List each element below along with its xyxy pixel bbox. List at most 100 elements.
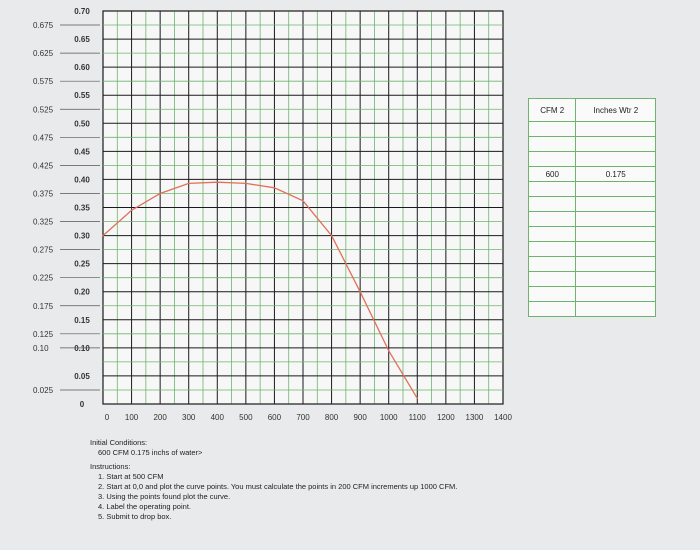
table-cell bbox=[527, 121, 577, 137]
notes-section: Initial Conditions: 600 CFM 0.175 inchs … bbox=[90, 438, 550, 522]
curve-point bbox=[216, 181, 218, 183]
table-row bbox=[527, 121, 656, 137]
curve-point bbox=[416, 397, 418, 399]
curve-point bbox=[302, 200, 304, 202]
instruction-item: 3. Using the points found plot the curve… bbox=[98, 492, 231, 501]
table-row bbox=[527, 211, 656, 227]
table-cell bbox=[575, 151, 656, 167]
table-cell bbox=[527, 151, 577, 167]
y-tick-label-offset: 0.475 bbox=[33, 133, 54, 142]
table-cell bbox=[575, 181, 656, 197]
table-cell bbox=[575, 301, 656, 317]
y-tick-label: 0.20 bbox=[74, 288, 90, 297]
y-tick-label: 0 bbox=[80, 400, 85, 409]
y-tick-label-offset: 0.175 bbox=[33, 302, 54, 311]
points-table-container: CFM 2 Inches Wtr 2 600 0.175 bbox=[527, 98, 656, 317]
table-row bbox=[527, 196, 656, 212]
table-cell bbox=[575, 241, 656, 257]
table-cell bbox=[527, 256, 577, 272]
x-tick-label: 1400 bbox=[494, 413, 512, 422]
y-tick-label-offset: 0.225 bbox=[33, 274, 54, 283]
table-header-cell: CFM 2 bbox=[527, 98, 577, 122]
y-tick-label-offset: 0.025 bbox=[33, 386, 54, 395]
y-tick-label-offset: 0.325 bbox=[33, 218, 54, 227]
y-tick-label: 0.45 bbox=[74, 147, 90, 156]
table-row bbox=[527, 286, 656, 302]
y-tick-label: 0.15 bbox=[74, 316, 90, 325]
curve-point bbox=[245, 182, 247, 184]
y-tick-label: 0.05 bbox=[74, 372, 90, 381]
points-table: CFM 2 Inches Wtr 2 600 0.175 bbox=[527, 98, 656, 317]
x-tick-label: 1000 bbox=[380, 413, 398, 422]
initial-conditions-title: Initial Conditions: bbox=[90, 438, 148, 447]
x-tick-label: 100 bbox=[125, 413, 139, 422]
instructions-title: Instructions: bbox=[90, 462, 131, 471]
table-cell bbox=[527, 196, 577, 212]
x-tick-label: 300 bbox=[182, 413, 196, 422]
table-cell bbox=[527, 226, 577, 242]
curve-point bbox=[130, 209, 133, 211]
x-tick-label: 0 bbox=[105, 413, 110, 422]
instruction-item: 2. Start at 0,0 and plot the curve point… bbox=[98, 482, 458, 491]
y-tick-label: 0.35 bbox=[74, 204, 90, 213]
table-row bbox=[527, 241, 656, 257]
curve-point bbox=[359, 291, 361, 293]
y-tick-label-offset: 0.675 bbox=[33, 21, 54, 30]
table-cell bbox=[527, 286, 577, 302]
instruction-item: 5. Submit to drop box. bbox=[98, 512, 172, 521]
x-tick-label: 1300 bbox=[466, 413, 484, 422]
instruction-item: 4. Label the operating point. bbox=[98, 502, 191, 511]
table-cell bbox=[527, 241, 577, 257]
table-cell bbox=[575, 226, 656, 242]
y-tick-label: 0.70 bbox=[74, 7, 90, 16]
x-tick-label: 900 bbox=[353, 413, 367, 422]
curve-line bbox=[102, 181, 418, 399]
y-tick-label-offset: 0.375 bbox=[33, 189, 54, 198]
table-cell bbox=[527, 211, 577, 227]
y-tick-label-offset: 0.525 bbox=[33, 105, 54, 114]
x-tick-label: 800 bbox=[325, 413, 339, 422]
y-tick-label: 0.10 bbox=[74, 344, 90, 353]
y-tick-label-offset: 0.125 bbox=[33, 330, 54, 339]
table-row bbox=[527, 301, 656, 317]
table-cell bbox=[575, 196, 656, 212]
curve-point bbox=[330, 234, 333, 237]
table-cell bbox=[575, 136, 656, 152]
x-tick-label: 500 bbox=[239, 413, 253, 422]
y-tick-label: 0.40 bbox=[74, 175, 90, 184]
table-cell: 0.175 bbox=[575, 166, 656, 182]
series bbox=[102, 181, 418, 399]
table-row bbox=[527, 226, 656, 242]
table-cell bbox=[575, 121, 656, 137]
table-row bbox=[527, 271, 656, 287]
curve-point bbox=[159, 192, 161, 195]
y-tick-label: 0.65 bbox=[74, 35, 90, 44]
table-cell bbox=[575, 211, 656, 227]
table-cell bbox=[575, 286, 656, 302]
y-tick-label: 0.50 bbox=[74, 119, 90, 128]
y-tick-label: 0.55 bbox=[74, 91, 90, 100]
x-tick-label: 1100 bbox=[409, 413, 427, 422]
curve-point bbox=[273, 187, 276, 189]
table-cell bbox=[527, 301, 577, 317]
table-cell bbox=[527, 271, 577, 287]
table-row: 600 0.175 bbox=[527, 166, 656, 182]
y-tick-label: 0.30 bbox=[74, 232, 90, 241]
y-tick-label: 0.60 bbox=[74, 63, 90, 72]
table-cell bbox=[527, 136, 577, 152]
grid bbox=[102, 10, 504, 405]
table-header-row: CFM 2 Inches Wtr 2 bbox=[527, 98, 656, 122]
table-row bbox=[527, 136, 656, 152]
y-tick-label-offset: 0.625 bbox=[33, 49, 54, 58]
y-tick-label: 0.25 bbox=[74, 260, 90, 269]
x-tick-label: 400 bbox=[211, 413, 225, 422]
y-tick-label-offset: 0.10 bbox=[33, 344, 49, 353]
curve-point bbox=[188, 182, 190, 184]
table-cell bbox=[527, 181, 577, 197]
initial-conditions-value: 600 CFM 0.175 inchs of water> bbox=[98, 448, 203, 457]
table-cell: 600 bbox=[527, 166, 577, 182]
table-row bbox=[527, 151, 656, 167]
curve-point bbox=[102, 234, 104, 237]
y-tick-label-offset: 0.575 bbox=[33, 77, 54, 86]
